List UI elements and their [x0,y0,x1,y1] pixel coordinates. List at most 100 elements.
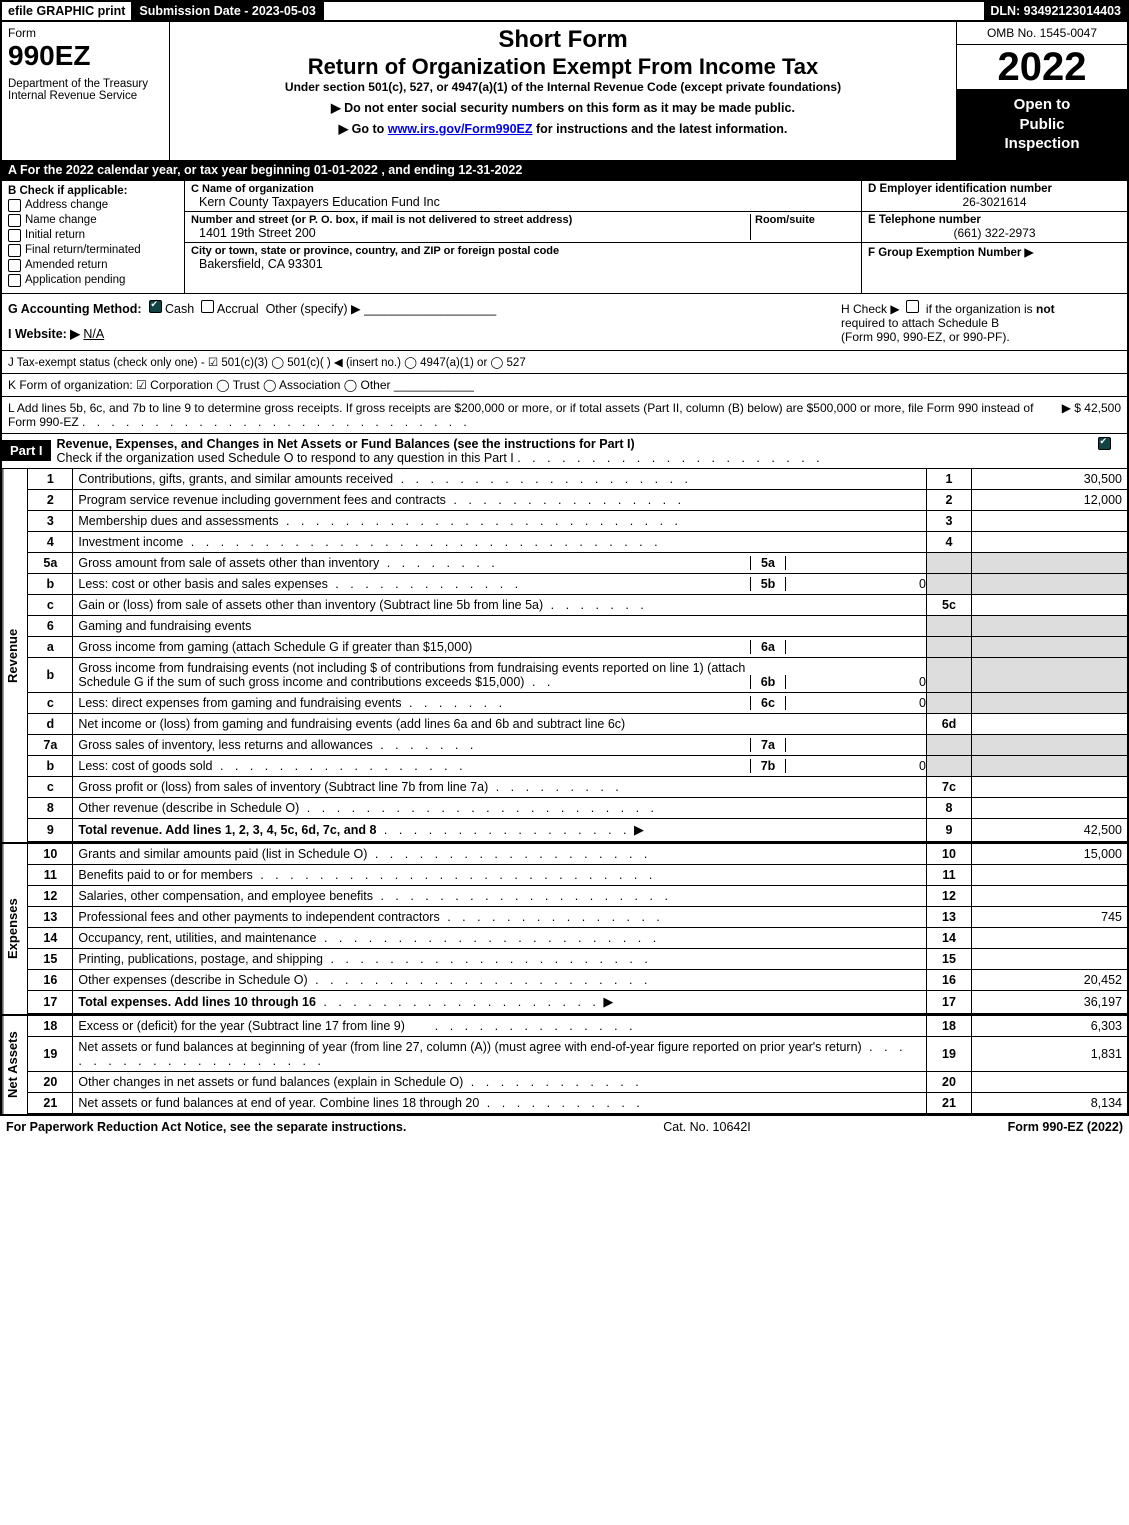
h-text4: (Form 990, 990-EZ, or 990-PF). [841,330,1010,344]
row-k: K Form of organization: ☑ Corporation ◯ … [0,374,1129,397]
line-4: 4Investment income . . . . . . . . . . .… [28,531,1128,552]
open-line2: Public [961,115,1123,135]
j-text: J Tax-exempt status (check only one) - ☑… [8,357,526,369]
line-6c: cLess: direct expenses from gaming and f… [28,692,1128,713]
cb-address-change-label: Address change [25,199,108,211]
line-10: 10Grants and similar amounts paid (list … [28,844,1128,865]
cb-address-change[interactable]: Address change [8,199,178,212]
l-text: L Add lines 5b, 6c, and 7b to line 9 to … [8,401,1062,429]
col-c: C Name of organization Kern County Taxpa… [185,181,861,293]
cb-part-i-scho[interactable] [1098,437,1111,450]
i-label: I Website: ▶ [8,327,80,341]
line-17: 17Total expenses. Add lines 10 through 1… [28,990,1128,1013]
dept-irs: Internal Revenue Service [8,90,163,102]
line-9: 9Total revenue. Add lines 1, 2, 3, 4, 5c… [28,818,1128,841]
col-de: D Employer identification number 26-3021… [861,181,1127,293]
footer-right: Form 990-EZ (2022) [1008,1120,1123,1134]
cb-final-return[interactable]: Final return/terminated [8,244,178,257]
page-footer: For Paperwork Reduction Act Notice, see … [0,1116,1129,1138]
cb-cash[interactable] [149,300,162,313]
line-1: 1Contributions, gifts, grants, and simil… [28,469,1128,490]
top-bar: efile GRAPHIC print Submission Date - 20… [0,0,1129,22]
expenses-table: 10Grants and similar amounts paid (list … [27,844,1129,1014]
g-label: G Accounting Method: [8,302,142,316]
cb-initial-return-label: Initial return [25,229,85,241]
cb-app-pending-label: Application pending [25,274,125,286]
line-6: 6Gaming and fundraising events [28,615,1128,636]
line-21: 21Net assets or fund balances at end of … [28,1092,1128,1113]
open-public-badge: Open to Public Inspection [957,89,1127,160]
footer-catno: Cat. No. 10642I [406,1120,1007,1134]
line-13: 13Professional fees and other payments t… [28,906,1128,927]
cb-amended-return-label: Amended return [25,259,107,271]
h-not: not [1036,302,1055,316]
line-6b: bGross income from fundraising events (n… [28,657,1128,692]
form-label: Form [8,26,163,40]
line-14: 14Occupancy, rent, utilities, and mainte… [28,927,1128,948]
submission-date: Submission Date - 2023-05-03 [133,2,323,20]
cb-final-return-label: Final return/terminated [25,244,141,256]
line-15: 15Printing, publications, postage, and s… [28,948,1128,969]
org-city: Bakersfield, CA 93301 [191,257,855,271]
telephone: (661) 322-2973 [868,226,1121,240]
part-i-title: Revenue, Expenses, and Changes in Net As… [57,437,635,451]
line-7b: bLess: cost of goods sold . . . . . . . … [28,755,1128,776]
cb-initial-return[interactable]: Initial return [8,229,178,242]
form-header: Form 990EZ Department of the Treasury In… [0,22,1129,161]
h-text1: H Check ▶ [841,302,900,316]
line-5b: bLess: cost or other basis and sales exp… [28,573,1128,594]
e-label: E Telephone number [868,214,1121,226]
netassets-table: 18Excess or (deficit) for the year (Subt… [27,1016,1129,1114]
expenses-side-label: Expenses [2,844,27,1014]
netassets-section: Net Assets 18Excess or (deficit) for the… [0,1016,1129,1116]
d-label: D Employer identification number [868,183,1121,195]
section-bcdef: B Check if applicable: Address change Na… [0,181,1129,294]
line-12: 12Salaries, other compensation, and empl… [28,885,1128,906]
ein: 26-3021614 [868,195,1121,209]
cb-accrual[interactable] [201,300,214,313]
room-label: Room/suite [755,214,855,226]
part-i-header: Part I Revenue, Expenses, and Changes in… [0,434,1129,469]
revenue-side-label: Revenue [2,469,27,842]
g-other: Other (specify) ▶ [266,302,361,316]
line-5c: cGain or (loss) from sale of assets othe… [28,594,1128,615]
part-i-label: Part I [2,440,51,461]
note-ssn: ▶ Do not enter social security numbers o… [176,94,950,115]
revenue-section: Revenue 1Contributions, gifts, grants, a… [0,469,1129,844]
open-line1: Open to [961,95,1123,115]
open-line3: Inspection [961,134,1123,154]
cb-name-change-label: Name change [25,214,97,226]
g-accrual: Accrual [217,302,259,316]
line-3: 3Membership dues and assessments . . . .… [28,510,1128,531]
website-val: N/A [83,327,104,341]
cb-application-pending[interactable]: Application pending [8,274,178,287]
line-7c: cGross profit or (loss) from sales of in… [28,776,1128,797]
irs-link[interactable]: www.irs.gov/Form990EZ [388,122,533,136]
return-title: Return of Organization Exempt From Incom… [176,54,950,80]
k-text: K Form of organization: ☑ Corporation ◯ … [8,378,391,392]
c-name-label: C Name of organization [191,183,855,195]
efile-label[interactable]: efile GRAPHIC print [2,2,133,20]
line-7a: 7aGross sales of inventory, less returns… [28,734,1128,755]
tax-year: 2022 [957,45,1127,89]
netassets-side-label: Net Assets [2,1016,27,1114]
expenses-section: Expenses 10Grants and similar amounts pa… [0,844,1129,1016]
org-name: Kern County Taxpayers Education Fund Inc [191,195,855,209]
cb-h[interactable] [906,300,919,313]
cb-amended-return[interactable]: Amended return [8,259,178,272]
form-number: 990EZ [8,40,163,72]
l-amount: ▶ $ 42,500 [1062,401,1121,429]
line-18: 18Excess or (deficit) for the year (Subt… [28,1016,1128,1037]
dept-treasury: Department of the Treasury [8,78,163,90]
h-text2: if the organization is [926,302,1036,316]
line-6d: dNet income or (loss) from gaming and fu… [28,713,1128,734]
subtitle: Under section 501(c), 527, or 4947(a)(1)… [176,80,950,94]
line-5a: 5aGross amount from sale of assets other… [28,552,1128,573]
cb-name-change[interactable]: Name change [8,214,178,227]
line-8: 8Other revenue (describe in Schedule O) … [28,797,1128,818]
part-i-check-text: Check if the organization used Schedule … [57,451,514,465]
org-street: 1401 19th Street 200 [191,226,750,240]
short-form-title: Short Form [176,26,950,54]
note-goto: ▶ Go to www.irs.gov/Form990EZ for instru… [176,115,950,136]
c-city-label: City or town, state or province, country… [191,245,855,257]
